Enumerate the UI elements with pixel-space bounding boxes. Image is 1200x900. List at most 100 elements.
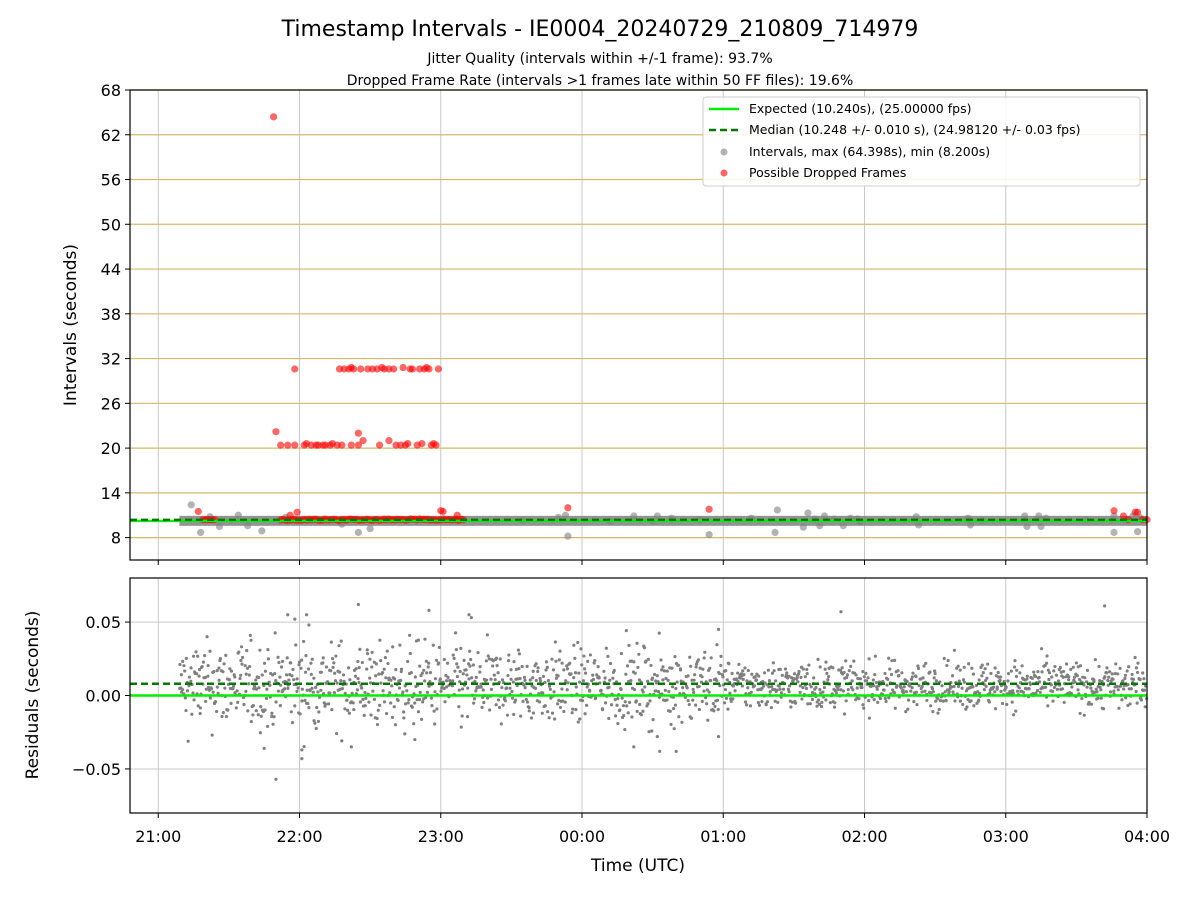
residual-point bbox=[474, 689, 478, 693]
residual-point bbox=[841, 689, 846, 693]
residual-point bbox=[772, 669, 776, 673]
residual-point bbox=[1080, 696, 1084, 701]
residual-point bbox=[489, 687, 494, 691]
residual-point bbox=[669, 722, 673, 727]
residual-point bbox=[382, 700, 387, 704]
residual-point bbox=[852, 659, 856, 663]
residual-point bbox=[1067, 675, 1071, 679]
residual-point bbox=[1114, 662, 1118, 666]
residual-point bbox=[842, 670, 846, 675]
residual-point bbox=[766, 668, 770, 672]
residual-point bbox=[371, 689, 375, 693]
residual-point bbox=[663, 688, 667, 692]
residual-point bbox=[313, 721, 317, 725]
residual-point bbox=[760, 699, 764, 704]
residual-point bbox=[798, 690, 802, 694]
residual-point bbox=[824, 698, 828, 702]
residual-point bbox=[783, 667, 788, 671]
residual-point bbox=[576, 720, 580, 724]
residual-point bbox=[374, 662, 378, 666]
residual-point bbox=[260, 673, 264, 677]
residual-point bbox=[249, 638, 253, 642]
residual-point bbox=[749, 690, 753, 694]
residual-point bbox=[1115, 684, 1119, 689]
residual-point bbox=[1013, 658, 1017, 663]
residual-point bbox=[421, 700, 425, 704]
residual-point bbox=[741, 669, 745, 673]
residual-point bbox=[326, 680, 330, 684]
dropped-frame-point bbox=[425, 365, 433, 373]
intervals-panel: 8 14 20 26 32 38 44 50 56 62 68 Intervals (seconds… bbox=[61, 81, 1151, 565]
residual-point bbox=[754, 678, 759, 682]
residual-point bbox=[384, 676, 388, 680]
residual-point bbox=[205, 635, 209, 639]
residuals-y-axis-label: Residuals (seconds) bbox=[23, 611, 43, 780]
residual-point bbox=[349, 745, 353, 749]
legend-expected-label: Expected (10.240s), (25.00000 fps) bbox=[749, 101, 971, 116]
residual-point bbox=[1064, 662, 1069, 666]
residual-point bbox=[730, 671, 734, 676]
residual-point bbox=[357, 680, 361, 685]
residual-point bbox=[390, 715, 394, 719]
residual-point bbox=[591, 677, 596, 682]
residual-point bbox=[588, 653, 592, 657]
residual-point bbox=[932, 676, 936, 680]
residual-point bbox=[770, 684, 774, 689]
residual-point bbox=[910, 686, 914, 690]
residual-point bbox=[808, 702, 812, 706]
residual-point bbox=[957, 679, 961, 683]
residual-point bbox=[692, 690, 696, 695]
residual-point bbox=[458, 669, 462, 674]
residual-point bbox=[184, 656, 188, 661]
residual-point bbox=[425, 690, 430, 694]
intervals-y-tick-label: 26 bbox=[101, 394, 121, 413]
legend-dropped-label: Possible Dropped Frames bbox=[749, 165, 906, 180]
residual-point bbox=[909, 689, 913, 693]
residual-point bbox=[893, 706, 897, 710]
residual-point bbox=[996, 670, 1000, 675]
residual-point bbox=[564, 679, 568, 683]
residual-point bbox=[413, 675, 417, 679]
dropped-frame-point bbox=[347, 441, 355, 449]
residual-point bbox=[378, 638, 382, 642]
residual-point bbox=[1126, 682, 1130, 687]
dropped-frame-point bbox=[293, 508, 301, 516]
residual-point bbox=[731, 697, 735, 701]
residual-point bbox=[1004, 685, 1008, 689]
residual-point bbox=[952, 648, 957, 652]
residual-point bbox=[661, 665, 665, 669]
residual-point bbox=[292, 678, 296, 682]
residual-point bbox=[451, 653, 455, 657]
residual-point bbox=[652, 672, 657, 677]
residual-point bbox=[233, 691, 237, 695]
residual-point bbox=[427, 661, 431, 665]
residual-point bbox=[262, 746, 266, 750]
residual-point bbox=[354, 667, 358, 671]
residual-point bbox=[476, 651, 480, 655]
residual-point bbox=[565, 667, 570, 671]
residual-point bbox=[541, 691, 545, 695]
residual-point bbox=[929, 704, 933, 708]
residual-point bbox=[489, 677, 493, 681]
residual-point bbox=[215, 669, 219, 673]
residual-point bbox=[746, 668, 750, 673]
residual-point bbox=[608, 678, 612, 682]
residual-point bbox=[693, 673, 697, 677]
residual-point bbox=[622, 713, 626, 718]
residual-point bbox=[865, 679, 869, 683]
residual-point bbox=[368, 676, 372, 680]
residual-point bbox=[805, 671, 809, 676]
dropped-frame-point bbox=[432, 441, 440, 449]
residual-point bbox=[980, 674, 984, 678]
residual-point bbox=[525, 700, 530, 704]
interval-point bbox=[1020, 512, 1029, 520]
residual-point bbox=[1039, 647, 1044, 651]
residual-point bbox=[183, 669, 187, 673]
residual-point bbox=[509, 677, 513, 681]
residual-point bbox=[339, 679, 343, 683]
residual-point bbox=[504, 686, 509, 690]
residual-point bbox=[822, 685, 826, 690]
residual-point bbox=[479, 685, 483, 689]
residual-point bbox=[604, 701, 608, 705]
residual-point bbox=[1127, 665, 1131, 669]
